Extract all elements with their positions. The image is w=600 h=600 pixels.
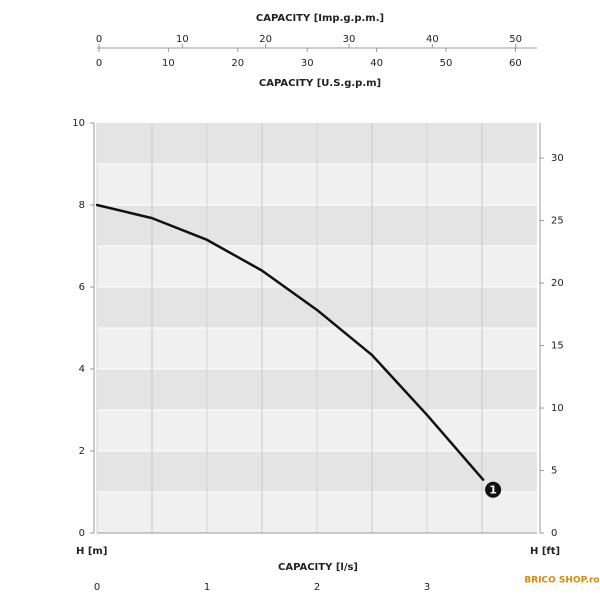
y2-tick-label: 25 xyxy=(551,216,564,227)
top-tick-label: 40 xyxy=(426,34,439,45)
top-tick-label: 20 xyxy=(231,58,244,69)
y-tick-label: 8 xyxy=(79,200,85,211)
y-tick-label: 0 xyxy=(79,528,85,539)
y-tick-label: 6 xyxy=(79,282,85,293)
y-tick-label: 4 xyxy=(79,364,85,375)
top-tick-label: 40 xyxy=(370,58,383,69)
top-tick-label: 30 xyxy=(301,58,314,69)
y2-tick-label: 15 xyxy=(551,341,564,352)
top-tick-label: 0 xyxy=(96,58,102,69)
top-tick-label: 10 xyxy=(176,34,189,45)
y-axis-title: H [m] xyxy=(76,546,107,557)
top-tick-label: 20 xyxy=(259,34,272,45)
x-axis-title: CAPACITY [l/s] xyxy=(278,562,358,573)
curve-marker xyxy=(485,481,502,498)
top-tick-label: 0 xyxy=(96,34,102,45)
top-tick-label: 30 xyxy=(343,34,356,45)
legend-label: 1 xyxy=(489,484,497,497)
curve xyxy=(95,203,485,481)
y2-tick-label: 20 xyxy=(551,278,564,289)
logo: BRICO SHOP.ro xyxy=(524,576,599,586)
y2-axis-title: H [ft] xyxy=(530,546,560,557)
y2-tick-label: 10 xyxy=(551,403,564,414)
top-tick-label: 50 xyxy=(440,58,453,69)
y2-tick-label: 5 xyxy=(551,466,557,477)
x-tick-label: 0 xyxy=(94,582,100,593)
x-tick-label: 3 xyxy=(424,582,430,593)
top-axis-title: CAPACITY [U.S.g.p.m] xyxy=(259,78,381,89)
top-axis-title: CAPACITY [Imp.g.p.m.] xyxy=(256,13,384,24)
x-tick-label: 1 xyxy=(204,582,210,593)
top-tick-label: 60 xyxy=(509,58,522,69)
y2-tick-label: 0 xyxy=(551,528,557,539)
top-tick-label: 10 xyxy=(162,58,175,69)
x-tick-label: 2 xyxy=(314,582,320,593)
top-tick-label: 50 xyxy=(509,34,522,45)
y-tick-label: 2 xyxy=(79,446,85,457)
y-tick-label: 10 xyxy=(72,118,85,129)
y2-tick-label: 30 xyxy=(551,153,564,164)
